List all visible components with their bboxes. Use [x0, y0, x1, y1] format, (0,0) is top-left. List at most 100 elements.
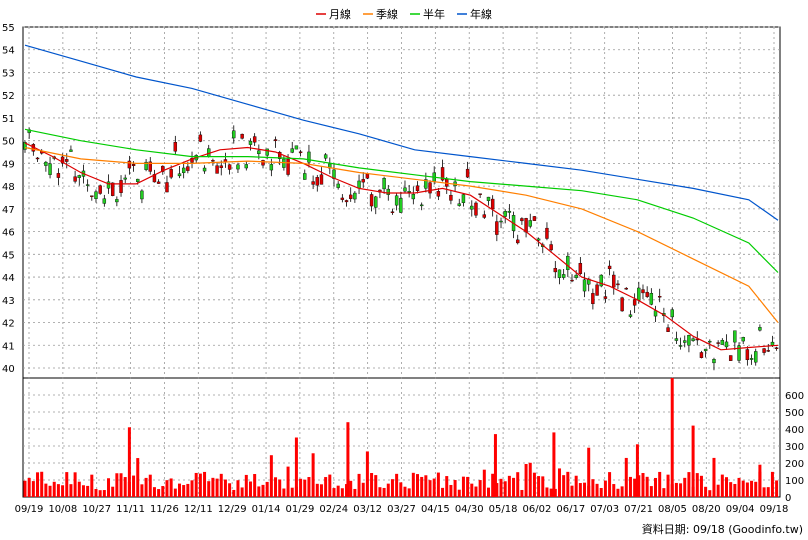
volume-bar	[290, 487, 294, 497]
candle-body	[570, 279, 574, 282]
candle-body	[683, 340, 687, 343]
candle-body	[269, 164, 274, 171]
volume-bar	[86, 485, 90, 497]
volume-bar	[40, 471, 44, 497]
price-tick-label: 44	[2, 273, 15, 284]
x-tick-label: 04/15	[421, 504, 450, 515]
candle-body	[165, 182, 169, 193]
price-tick-label: 51	[2, 114, 15, 125]
volume-bar	[524, 464, 528, 497]
legend-entry: 季線	[376, 7, 398, 21]
volume-bar	[140, 484, 144, 497]
x-tick-label: 03/12	[353, 504, 382, 515]
candle-body	[699, 352, 704, 358]
volume-bar	[395, 473, 399, 497]
volume-bar	[679, 483, 683, 497]
candle-body	[219, 165, 223, 168]
volume-bar	[132, 475, 136, 497]
candle-body	[708, 340, 712, 343]
candle-body	[649, 293, 654, 305]
volume-bar	[236, 480, 240, 497]
volume-bar	[123, 477, 127, 497]
candle-body	[290, 148, 294, 153]
volume-bar	[741, 480, 745, 497]
candle-body	[436, 191, 441, 197]
volume-bar	[44, 483, 48, 497]
candle-body	[415, 185, 420, 192]
candle-body	[770, 341, 775, 346]
volume-bar	[303, 479, 307, 497]
volume-bar	[90, 474, 94, 497]
volume-bar	[403, 486, 407, 497]
volume-bar	[528, 462, 532, 497]
candle-body	[340, 197, 345, 200]
candle-body	[357, 180, 361, 189]
volume-bar	[541, 476, 545, 497]
candle-body	[48, 163, 52, 175]
candle-body	[419, 204, 424, 207]
candle-body	[449, 194, 453, 201]
volume-bar	[52, 481, 56, 497]
volume-bar	[311, 453, 315, 497]
volume-bar	[725, 477, 729, 497]
x-tick-label: 02/24	[319, 504, 348, 515]
candle-body	[177, 173, 182, 177]
volume-tick-label: 200	[785, 459, 804, 470]
candle-body	[257, 150, 261, 155]
legend-entry: 年線	[470, 7, 492, 21]
candle-body	[140, 190, 144, 200]
volume-bar	[319, 484, 323, 497]
candle-body	[156, 181, 161, 184]
volume-bar	[73, 472, 77, 497]
candle-body	[186, 166, 190, 171]
volume-bar	[282, 488, 286, 497]
volume-bar	[428, 480, 432, 497]
candle-body	[136, 178, 140, 182]
candle-body	[599, 274, 603, 287]
volume-bar	[491, 473, 495, 497]
volume-bar	[203, 471, 207, 497]
candle-body	[336, 183, 340, 188]
volume-bar	[470, 483, 474, 497]
candle-body	[23, 142, 27, 150]
candle-body	[365, 173, 370, 179]
volume-bar	[332, 488, 336, 497]
volume-bar	[566, 471, 570, 497]
candle-body	[657, 296, 662, 298]
candle-body	[461, 194, 466, 203]
price-tick-label: 41	[2, 341, 15, 352]
volume-bar	[599, 487, 603, 497]
candle-body	[119, 180, 123, 193]
volume-bar	[374, 475, 378, 497]
volume-bar	[56, 484, 60, 497]
candle-body	[252, 136, 257, 143]
candle-body	[624, 287, 628, 290]
candle-body	[478, 193, 482, 195]
candle-body	[390, 211, 395, 213]
x-tick-label: 12/11	[184, 504, 213, 515]
x-tick-label: 07/03	[590, 504, 619, 515]
volume-spike	[552, 432, 556, 497]
candle-body	[670, 309, 674, 318]
candle-body	[470, 205, 474, 210]
volume-tick-label: 400	[785, 425, 804, 436]
volume-bar	[299, 478, 303, 497]
price-tick-label: 42	[2, 319, 15, 330]
candle-body	[123, 177, 127, 180]
volume-bar	[378, 487, 382, 497]
candle-body	[227, 164, 232, 170]
volume-bar	[232, 489, 236, 497]
candle-body	[278, 152, 282, 159]
candle-body	[616, 283, 620, 286]
candle-body	[724, 341, 729, 348]
candle-body	[632, 299, 637, 306]
volume-bar	[36, 472, 40, 497]
candle-body	[261, 160, 265, 166]
volume-bar	[729, 482, 733, 497]
candle-body	[131, 164, 136, 166]
volume-bar	[595, 483, 599, 497]
volume-bar	[240, 487, 244, 497]
candle-body	[728, 355, 733, 361]
volume-bar	[775, 480, 779, 497]
